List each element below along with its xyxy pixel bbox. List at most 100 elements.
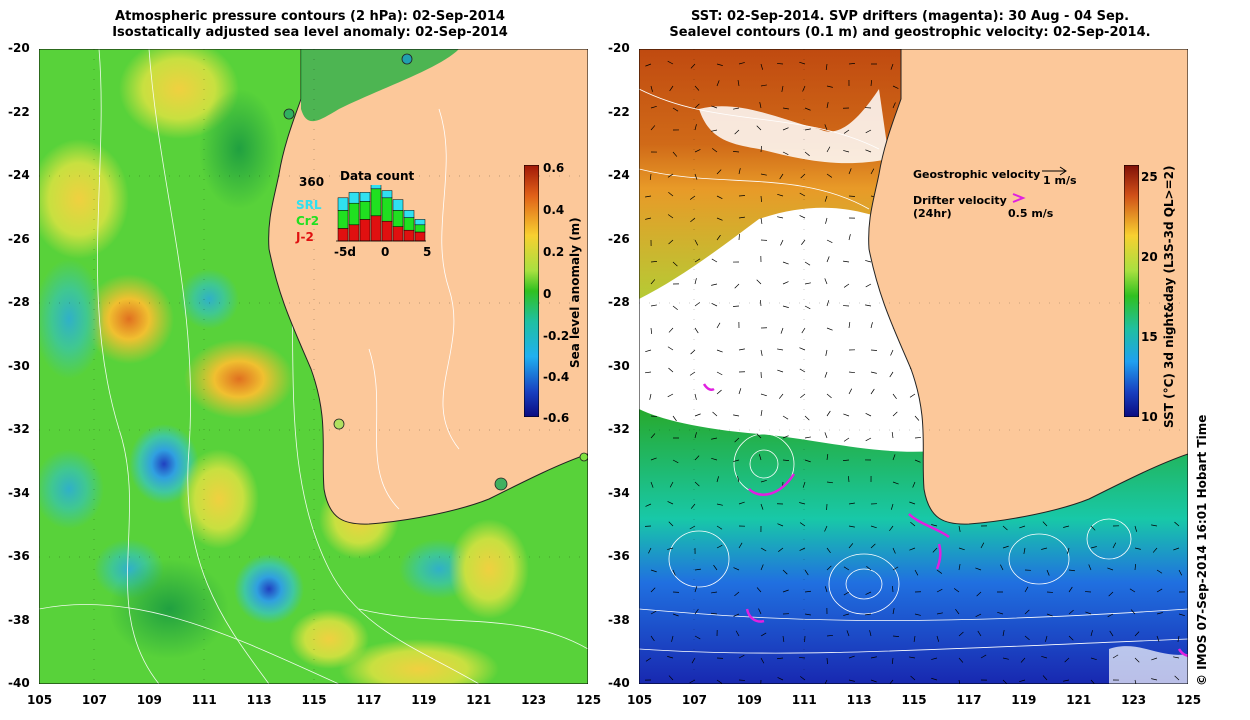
velocity-arrow bbox=[756, 125, 762, 131]
velocity-arrow bbox=[801, 327, 806, 334]
velocity-arrow bbox=[650, 610, 657, 615]
velocity-arrow bbox=[782, 151, 789, 156]
velocity-arrow bbox=[650, 261, 658, 263]
velocity-arrow bbox=[865, 149, 872, 153]
velocity-arrow bbox=[958, 631, 964, 637]
velocity-arrow bbox=[738, 168, 741, 175]
right-y-tick: -28 bbox=[608, 295, 630, 309]
velocity-arrow bbox=[801, 239, 806, 245]
velocity-arrow bbox=[649, 393, 652, 400]
velocity-arrow bbox=[848, 543, 854, 549]
velocity-arrow bbox=[668, 327, 674, 333]
bathymetry-contours bbox=[368, 108, 460, 510]
velocity-arrow bbox=[778, 547, 784, 552]
australia-land-right bbox=[868, 49, 1188, 525]
drifter-velocity-scale: 0.5 m/s bbox=[1008, 207, 1054, 220]
velocity-arrow bbox=[890, 63, 894, 70]
velocity-arrow bbox=[758, 608, 762, 615]
velocity-arrow bbox=[802, 85, 806, 92]
velocity-arrow bbox=[716, 322, 721, 329]
velocity-arrow bbox=[716, 80, 720, 87]
velocity-arrow bbox=[690, 63, 696, 69]
velocity-arrow bbox=[914, 613, 921, 616]
velocity-arrow bbox=[892, 481, 899, 485]
velocity-arrow bbox=[843, 613, 850, 616]
velocity-arrow bbox=[825, 217, 828, 224]
velocity-arrow bbox=[716, 389, 722, 395]
velocity-arrow bbox=[936, 569, 943, 574]
velocity-arrow bbox=[1134, 525, 1137, 532]
inset-bar-cr2 bbox=[414, 224, 426, 233]
velocity-arrow bbox=[711, 303, 718, 307]
velocity-arrow bbox=[824, 679, 828, 684]
velocity-arrow bbox=[694, 173, 698, 180]
velocity-arrow bbox=[955, 608, 960, 615]
velocity-arrow bbox=[1023, 547, 1026, 554]
velocity-arrow bbox=[760, 145, 762, 153]
velocity-arrow bbox=[848, 388, 853, 395]
velocity-arrow bbox=[799, 215, 806, 219]
velocity-arrow bbox=[1174, 675, 1180, 681]
velocity-arrow bbox=[958, 547, 965, 551]
velocity-arrow bbox=[694, 608, 699, 615]
velocity-arrow bbox=[648, 547, 652, 554]
velocity-arrow bbox=[865, 413, 872, 417]
velocity-arrow bbox=[1090, 657, 1097, 661]
velocity-arrow bbox=[760, 393, 767, 397]
velocity-arrow bbox=[910, 521, 916, 527]
velocity-arrow bbox=[689, 371, 696, 376]
sla-colorbar-label: Sea level anomaly (m) bbox=[568, 217, 582, 368]
velocity-arrow bbox=[668, 191, 674, 197]
velocity-arrow bbox=[1156, 588, 1163, 593]
velocity-arrow bbox=[997, 611, 1004, 615]
velocity-arrow bbox=[826, 173, 833, 178]
velocity-arrow bbox=[760, 195, 762, 203]
velocity-arrow bbox=[645, 349, 652, 353]
velocity-arrow bbox=[892, 102, 896, 109]
velocity-arrow bbox=[782, 415, 789, 420]
right-y-tick: -30 bbox=[608, 358, 630, 373]
velocity-arrow bbox=[980, 542, 985, 549]
right-x-tick: 109 bbox=[736, 693, 762, 707]
velocity-arrow bbox=[843, 283, 850, 288]
velocity-arrow bbox=[892, 393, 897, 400]
velocity-arrow bbox=[716, 169, 722, 175]
velocity-arrow bbox=[690, 217, 696, 223]
inset-bar-cr2 bbox=[381, 197, 393, 222]
velocity-arrow bbox=[691, 657, 696, 664]
velocity-arrow bbox=[1156, 612, 1163, 615]
velocity-arrow bbox=[870, 371, 877, 374]
velocity-arrow bbox=[824, 586, 828, 593]
velocity-arrow bbox=[824, 278, 828, 285]
velocity-arrow bbox=[958, 657, 964, 663]
velocity-arrow bbox=[650, 569, 657, 573]
velocity-arrow bbox=[1107, 613, 1114, 618]
drifter-velocity-arrow-icon bbox=[1012, 193, 1026, 203]
velocity-arrow bbox=[645, 217, 652, 220]
velocity-arrow bbox=[760, 349, 763, 356]
velocity-arrow bbox=[976, 591, 982, 597]
velocity-arrow bbox=[672, 107, 679, 112]
velocity-arrow bbox=[738, 348, 745, 351]
velocity-arrow bbox=[650, 415, 658, 417]
velocity-arrow bbox=[826, 256, 830, 263]
velocity-arrow bbox=[712, 148, 718, 153]
velocity-arrow bbox=[777, 216, 784, 219]
velocity-arrow bbox=[865, 591, 872, 595]
velocity-arrow bbox=[800, 393, 806, 399]
right-y-tick: -32 bbox=[608, 422, 630, 436]
velocity-arrow bbox=[733, 567, 740, 571]
right-y-tick: -22 bbox=[608, 104, 630, 119]
velocity-arrow bbox=[1067, 547, 1070, 554]
velocity-arrow bbox=[782, 589, 789, 593]
velocity-arrow bbox=[711, 591, 718, 594]
velocity-arrow bbox=[824, 195, 828, 202]
velocity-arrow bbox=[799, 192, 806, 197]
velocity-arrow bbox=[694, 586, 698, 593]
velocity-arrow bbox=[716, 234, 721, 241]
left-title: Atmospheric pressure contours (2 hPa): 0… bbox=[70, 9, 550, 41]
velocity-arrow bbox=[865, 437, 872, 442]
left-x-tick: 113 bbox=[246, 693, 272, 707]
velocity-arrow bbox=[848, 168, 852, 175]
velocity-arrow bbox=[734, 283, 740, 289]
